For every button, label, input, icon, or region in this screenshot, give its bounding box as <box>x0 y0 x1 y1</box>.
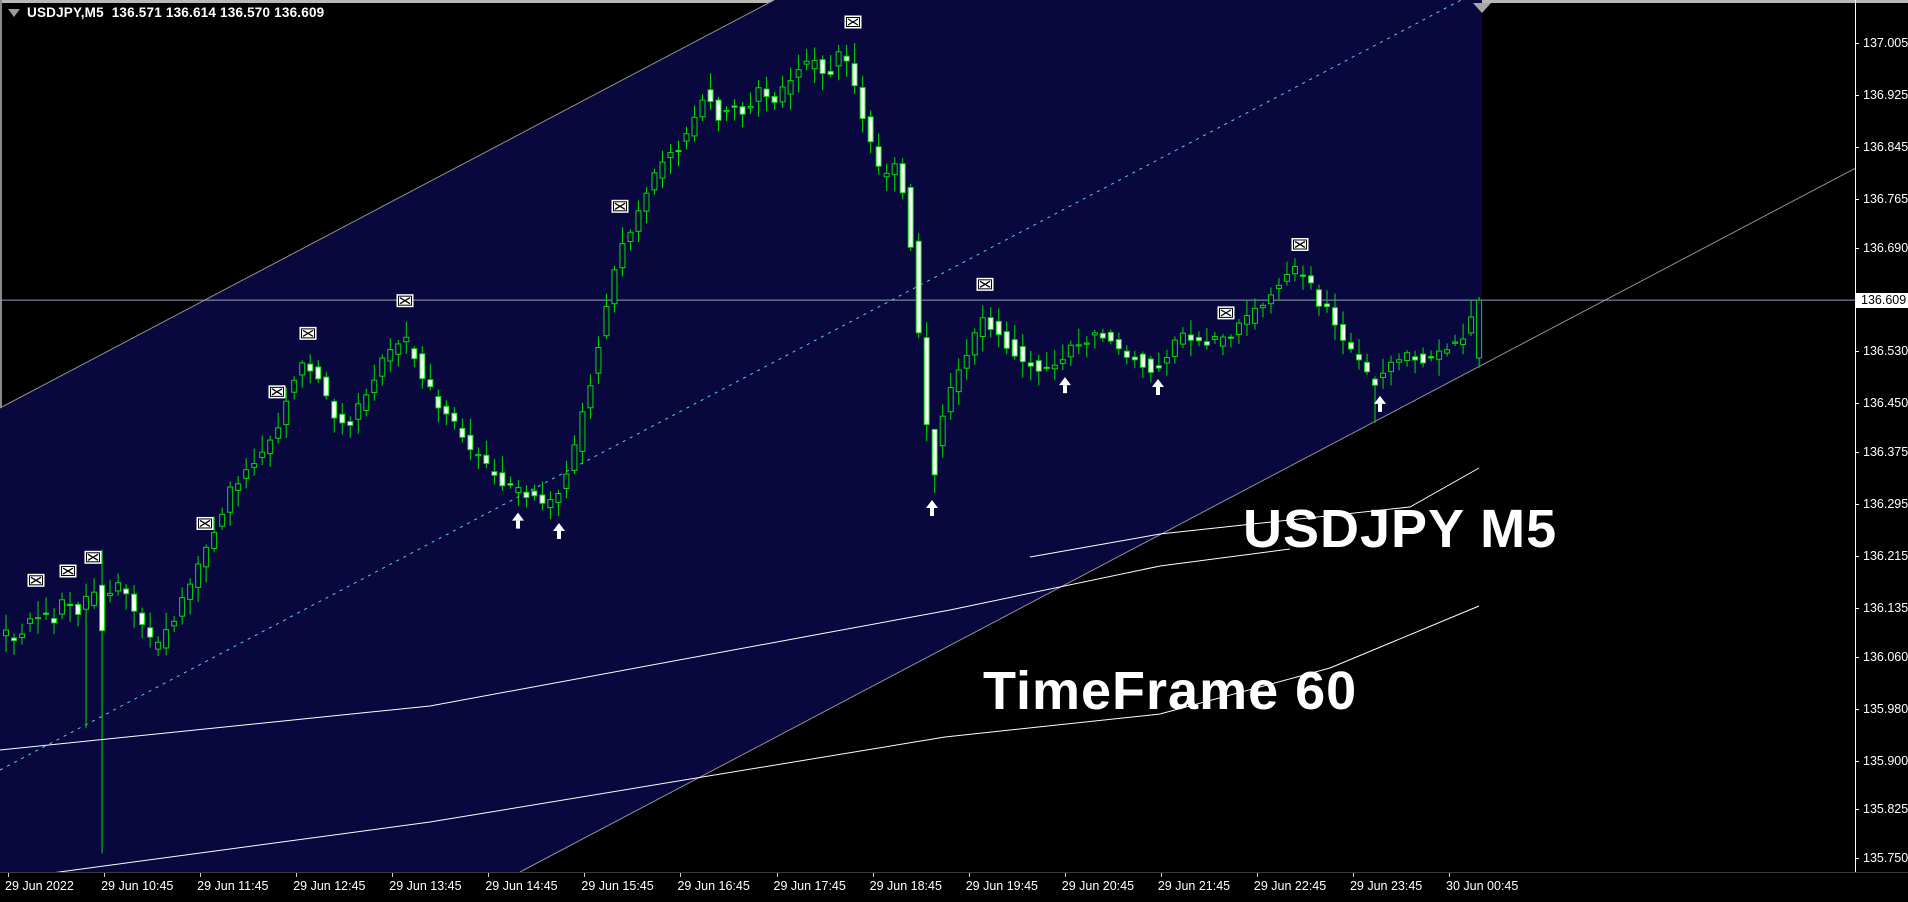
price-label: 136.925 <box>1863 87 1908 102</box>
price-tick <box>1855 247 1859 249</box>
box-x-marker <box>196 516 214 530</box>
watermark-symbol: USDJPY M5 <box>1243 499 1558 559</box>
time-label: 29 Jun 19:45 <box>965 879 1038 893</box>
price-label: 136.765 <box>1863 191 1908 206</box>
up-arrow-marker <box>553 522 565 539</box>
price-axis-separator <box>1855 0 1856 872</box>
channel-fill <box>0 0 1482 872</box>
price-label: 135.825 <box>1863 802 1908 817</box>
up-arrow-marker <box>512 512 524 529</box>
box-x-marker <box>1217 306 1235 320</box>
box-x-marker <box>299 326 317 340</box>
time-label: 29 Jun 20:45 <box>1061 879 1135 893</box>
box-x-marker <box>59 564 77 578</box>
triangle-down-icon <box>8 8 20 17</box>
time-tick <box>872 873 874 877</box>
box-x-marker <box>611 199 629 213</box>
box-x-marker <box>976 277 994 291</box>
time-tick <box>296 873 298 877</box>
price-tick <box>1855 656 1859 658</box>
time-label: 29 Jun 22:45 <box>1253 879 1327 893</box>
up-arrow-marker <box>1374 395 1386 412</box>
price-tick <box>1855 94 1859 96</box>
price-tick <box>1855 452 1859 454</box>
channel-lines <box>0 0 1856 873</box>
price-label: 136.135 <box>1863 600 1908 615</box>
time-tick <box>200 873 202 877</box>
time-label: 29 Jun 23:45 <box>1349 879 1423 893</box>
price-label: 136.690 <box>1863 240 1908 255</box>
time-tick <box>1064 873 1066 877</box>
price-tick <box>1855 198 1859 200</box>
price-label: 136.530 <box>1863 344 1908 359</box>
box-x-marker <box>27 573 45 587</box>
time-tick <box>104 873 106 877</box>
indicator-lines <box>0 467 1480 881</box>
price-label: 136.215 <box>1863 549 1908 564</box>
price-tick <box>1855 556 1859 558</box>
box-x-marker <box>1291 237 1309 251</box>
time-label: 29 Jun 11:45 <box>197 879 269 893</box>
time-tick <box>392 873 394 877</box>
time-tick <box>584 873 586 877</box>
price-label: 136.375 <box>1863 445 1908 460</box>
price-axis[interactable]: 137.005 136.925 136.845 136.765 136.690 136.5… <box>1855 0 1908 872</box>
time-label: 29 Jun 18:45 <box>869 879 942 893</box>
time-label: 29 Jun 10:45 <box>101 879 174 893</box>
time-tick <box>1256 873 1258 877</box>
time-tick <box>776 873 778 877</box>
time-label: 29 Jun 14:45 <box>485 879 558 893</box>
chart-title-bar: USDJPY,M5 136.571 136.614 136.570 136.60… <box>8 5 324 20</box>
time-label: 30 Jun 00:45 <box>1446 879 1519 893</box>
candles <box>3 43 1483 854</box>
price-label: 136.295 <box>1863 497 1908 512</box>
price-tick <box>1855 857 1859 859</box>
price-tick <box>1855 809 1859 811</box>
price-label: 136.060 <box>1863 649 1908 664</box>
time-axis[interactable]: 29 Jun 2022 29 Jun 10:45 29 Jun 11:45 29 Ju… <box>0 872 1908 902</box>
up-arrow-marker <box>1059 377 1071 394</box>
price-tick <box>1855 708 1859 710</box>
time-tick <box>680 873 682 877</box>
time-tick <box>1449 873 1451 877</box>
box-x-marker <box>844 15 862 29</box>
time-tick <box>968 873 970 877</box>
time-label: 29 Jun 21:45 <box>1157 879 1231 893</box>
time-label: 29 Jun 12:45 <box>293 879 366 893</box>
price-tick <box>1855 351 1859 353</box>
time-tick <box>1160 873 1162 877</box>
box-x-marker <box>84 550 102 564</box>
time-tick <box>488 873 490 877</box>
price-tick <box>1855 43 1859 44</box>
channel-handle-icon <box>1473 3 1491 13</box>
price-tick <box>1855 607 1859 609</box>
time-tick <box>8 873 9 877</box>
price-tick <box>1855 146 1859 148</box>
price-label: 136.450 <box>1863 396 1908 411</box>
box-x-marker <box>396 294 414 308</box>
box-x-marker <box>268 385 286 399</box>
time-tick <box>1352 873 1354 877</box>
price-label: 135.750 <box>1863 850 1908 865</box>
time-label: 29 Jun 17:45 <box>773 879 846 893</box>
price-label: 135.900 <box>1863 753 1908 768</box>
time-label: 29 Jun 15:45 <box>581 879 654 893</box>
price-tick <box>1855 504 1859 506</box>
current-price-badge: 136.609 <box>1856 292 1908 308</box>
price-label: 137.005 <box>1863 36 1908 50</box>
price-label: 135.980 <box>1863 701 1908 716</box>
time-label: 29 Jun 2022 <box>5 879 74 893</box>
time-label: 29 Jun 13:45 <box>389 879 462 893</box>
signal-markers <box>27 15 1386 587</box>
price-tick <box>1855 760 1859 762</box>
symbol-ohlc-readout: USDJPY,M5 136.571 136.614 136.570 136.60… <box>27 5 325 20</box>
up-arrow-marker <box>926 500 938 517</box>
time-label: 29 Jun 16:45 <box>677 879 750 893</box>
price-label: 136.845 <box>1863 139 1908 154</box>
up-arrow-marker <box>1152 378 1164 395</box>
price-tick <box>1855 403 1859 405</box>
